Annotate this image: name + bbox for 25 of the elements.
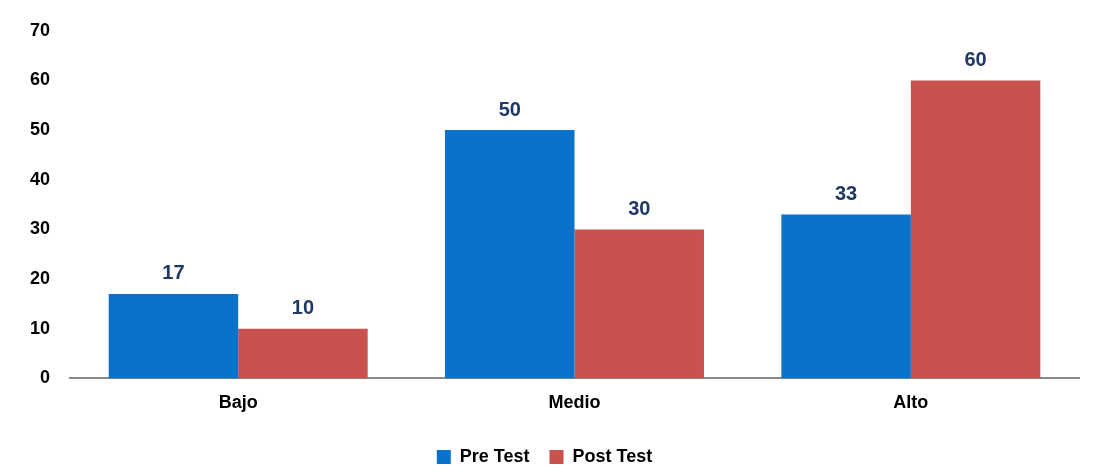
bar xyxy=(238,328,368,379)
y-tick-label: 60 xyxy=(29,69,51,90)
bar xyxy=(574,229,704,379)
data-label: 33 xyxy=(834,182,858,205)
bar xyxy=(781,214,911,379)
legend-label: Pre Test xyxy=(459,445,530,466)
y-tick-label: 20 xyxy=(29,268,51,289)
y-tick-label: 10 xyxy=(29,317,51,338)
data-label: 10 xyxy=(291,296,315,319)
bar xyxy=(108,293,239,379)
y-tick-label: 40 xyxy=(29,168,51,189)
bar xyxy=(445,130,575,379)
y-tick-label: 50 xyxy=(29,119,51,140)
y-tick-label: 30 xyxy=(29,218,51,239)
x-tick-label: Medio xyxy=(548,392,601,413)
y-tick-label: 0 xyxy=(40,367,51,388)
y-tick-label: 70 xyxy=(29,19,51,40)
data-label: 50 xyxy=(498,97,521,120)
data-label: 60 xyxy=(964,47,987,70)
x-tick-label: Alto xyxy=(893,392,929,413)
data-label: 17 xyxy=(162,261,185,284)
legend-label: Post Test xyxy=(572,445,653,466)
bar xyxy=(910,80,1041,379)
data-label: 30 xyxy=(628,196,651,219)
x-tick-label: Bajo xyxy=(218,392,258,413)
